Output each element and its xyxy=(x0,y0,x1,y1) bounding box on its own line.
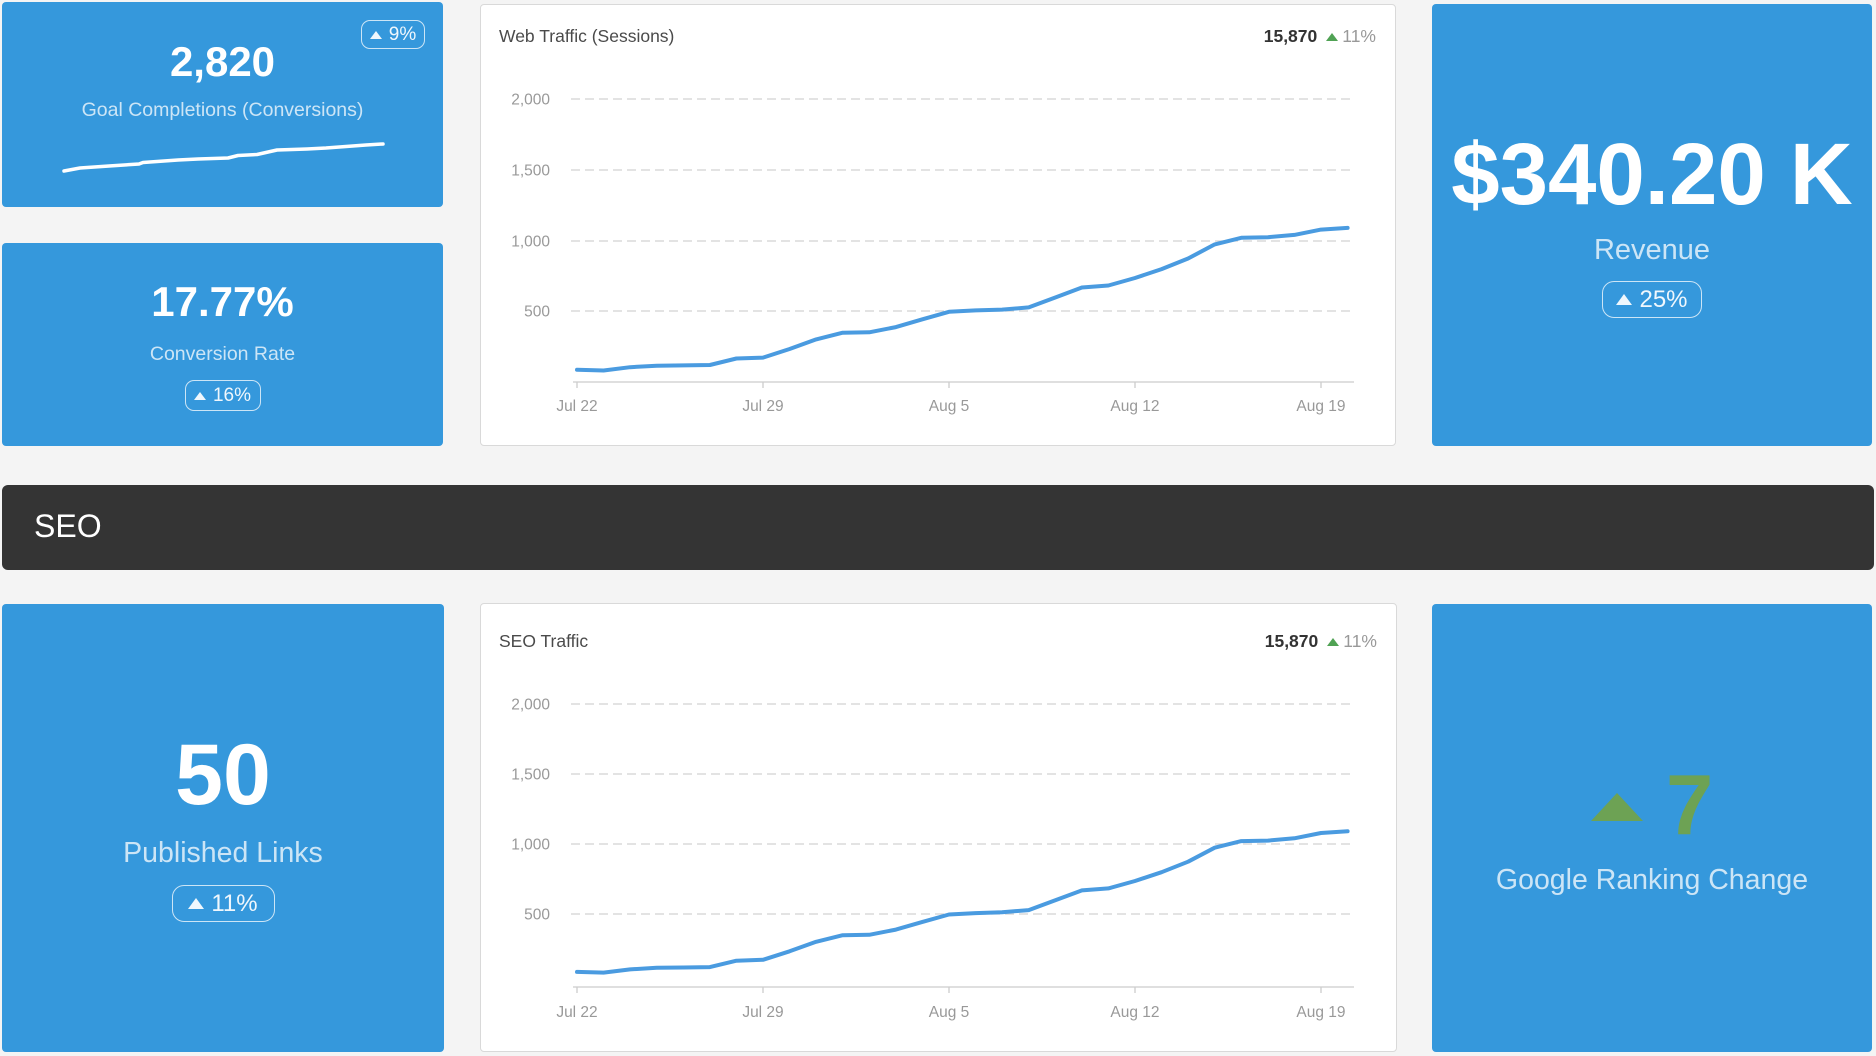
svg-text:500: 500 xyxy=(524,304,550,321)
svg-text:1,000: 1,000 xyxy=(511,234,550,251)
svg-text:Aug 5: Aug 5 xyxy=(929,1004,970,1021)
svg-text:Jul 29: Jul 29 xyxy=(742,398,783,415)
svg-text:1,500: 1,500 xyxy=(511,767,550,784)
svg-text:1,500: 1,500 xyxy=(511,163,550,180)
svg-text:Jul 29: Jul 29 xyxy=(742,1004,783,1021)
svg-text:Aug 12: Aug 12 xyxy=(1110,398,1159,415)
svg-text:500: 500 xyxy=(524,907,550,924)
svg-text:2,000: 2,000 xyxy=(511,697,550,714)
svg-text:Aug 5: Aug 5 xyxy=(929,398,970,415)
svg-text:1,000: 1,000 xyxy=(511,837,550,854)
svg-text:Jul 22: Jul 22 xyxy=(556,398,597,415)
svg-text:Jul 22: Jul 22 xyxy=(556,1004,597,1021)
svg-text:2,000: 2,000 xyxy=(511,92,550,109)
svg-text:Aug 12: Aug 12 xyxy=(1110,1004,1159,1021)
svg-text:Aug 19: Aug 19 xyxy=(1296,1004,1345,1021)
svg-text:Aug 19: Aug 19 xyxy=(1296,398,1345,415)
